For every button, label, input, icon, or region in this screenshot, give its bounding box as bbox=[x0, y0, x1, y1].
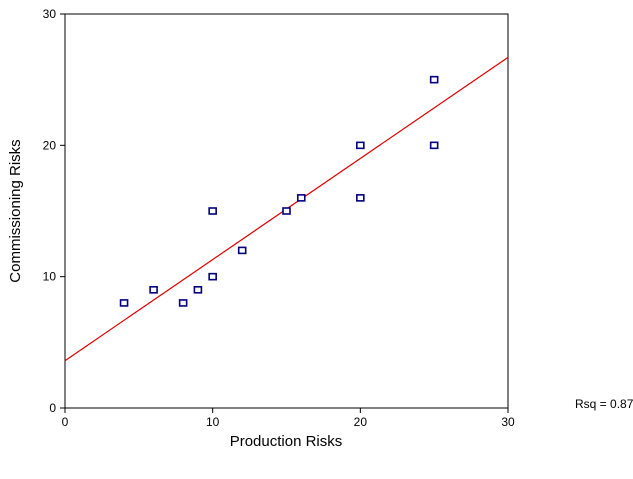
x-tick-label: 20 bbox=[354, 415, 368, 429]
data-point bbox=[357, 195, 364, 201]
data-points bbox=[121, 77, 438, 306]
data-point bbox=[194, 287, 201, 293]
data-point bbox=[431, 142, 438, 148]
x-axis: 0 10 20 30 bbox=[62, 408, 515, 429]
data-point bbox=[239, 247, 246, 253]
y-tick-label: 20 bbox=[43, 138, 57, 152]
data-point bbox=[180, 300, 187, 306]
rsq-annotation: Rsq = 0.8786 bbox=[575, 397, 633, 411]
y-axis: 0 10 20 30 bbox=[43, 7, 65, 415]
y-tick-label: 30 bbox=[43, 7, 57, 21]
x-tick-label: 30 bbox=[501, 415, 515, 429]
x-axis-title: Production Risks bbox=[230, 433, 343, 450]
x-tick-label: 10 bbox=[206, 415, 220, 429]
data-point bbox=[150, 287, 157, 293]
data-point bbox=[357, 142, 364, 148]
x-tick-label: 0 bbox=[62, 415, 69, 429]
y-tick-label: 0 bbox=[49, 401, 56, 415]
y-axis-title: Commissioning Risks bbox=[7, 139, 24, 282]
y-tick-label: 10 bbox=[43, 270, 57, 284]
data-point bbox=[298, 195, 305, 201]
data-point bbox=[431, 77, 438, 83]
data-point bbox=[209, 208, 216, 214]
data-point bbox=[283, 208, 290, 214]
data-point bbox=[209, 274, 216, 280]
data-point bbox=[121, 300, 128, 306]
